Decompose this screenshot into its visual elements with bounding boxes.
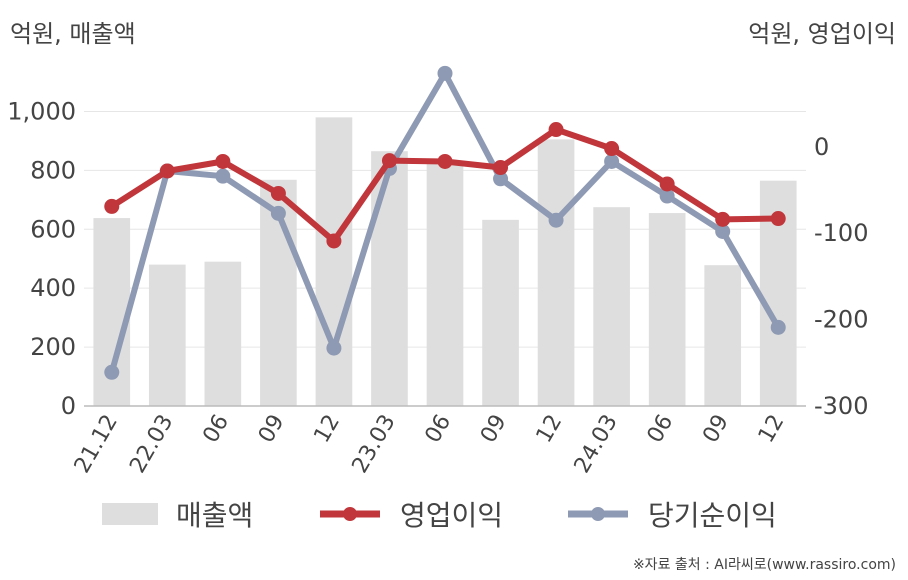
point-net	[215, 168, 231, 184]
point-operating	[159, 163, 175, 179]
legend-label-sales: 매출액	[176, 499, 254, 532]
bar-sales	[371, 151, 408, 406]
legend-label-operating: 영업이익	[400, 499, 504, 532]
x-tick-label: 12	[309, 411, 345, 448]
point-net	[770, 319, 786, 335]
legend-label-net: 당기순이익	[648, 499, 777, 532]
bar-sales	[482, 219, 519, 406]
legend-item-sales: 매출액	[102, 494, 253, 534]
point-operating	[437, 153, 453, 169]
point-net	[104, 364, 120, 380]
x-tick-label: 24.03	[570, 411, 623, 478]
bar-sales	[315, 117, 353, 406]
source-note: ※자료 출처 : AI라씨로(www.rassiro.com)	[632, 557, 896, 573]
left-tick-label: 1,000	[7, 97, 76, 125]
point-net	[604, 153, 620, 169]
bar-sales	[704, 265, 742, 406]
bar-sales	[204, 261, 242, 406]
x-tick-label: 12	[532, 411, 568, 448]
x-tick-label: 22.03	[125, 411, 178, 478]
bar-sales	[537, 139, 575, 406]
right-tick-label: -200	[814, 306, 868, 334]
point-operating	[770, 211, 786, 227]
right-axis-unit: 억원, 영업이익	[748, 20, 896, 48]
point-operating	[548, 122, 564, 138]
point-operating	[493, 160, 509, 176]
point-operating	[659, 176, 675, 192]
x-tick-label: 06	[198, 411, 234, 448]
left-tick-label: 400	[30, 274, 76, 302]
bar-sales	[148, 264, 186, 406]
legend-item-net: 당기순이익	[566, 494, 777, 534]
point-net	[437, 65, 453, 81]
combo-chart: 0 200 400 600 800 1,000 0 -100 -200 -300 21.12 22.0…	[7, 65, 868, 478]
x-tick-label: 12	[754, 411, 790, 448]
point-operating	[104, 198, 120, 214]
x-tick-label: 06	[421, 411, 457, 448]
x-tick-label: 09	[254, 411, 290, 448]
point-operating	[326, 233, 342, 249]
x-tick-label: 21.12	[70, 411, 123, 478]
point-operating	[604, 141, 620, 157]
left-tick-label: 0	[61, 392, 76, 420]
x-tick-label: 23.03	[348, 411, 401, 478]
legend-swatch-operating	[320, 507, 380, 521]
legend: 매출액 영업이익 당기순이익	[0, 494, 908, 534]
point-operating	[715, 211, 731, 227]
x-tick-label: 09	[698, 411, 734, 448]
point-net	[493, 171, 509, 187]
left-tick-label: 600	[30, 215, 76, 243]
point-operating	[270, 185, 286, 201]
bar-sales	[426, 161, 464, 406]
left-tick-label: 800	[30, 156, 76, 184]
legend-swatch-net	[568, 507, 628, 521]
point-net	[659, 188, 675, 204]
right-tick-label: -300	[814, 392, 868, 420]
point-operating	[381, 153, 397, 169]
legend-item-operating: 영업이익	[318, 494, 503, 534]
bar-sales	[648, 213, 686, 406]
x-tick-label: 09	[476, 411, 512, 448]
right-tick-label: -100	[814, 219, 868, 247]
right-tick-label: 0	[814, 133, 829, 161]
point-operating	[215, 153, 231, 169]
legend-swatch-sales	[102, 503, 158, 525]
left-axis-unit: 억원, 매출액	[10, 20, 136, 48]
x-tick-label: 06	[643, 411, 679, 448]
left-tick-label: 200	[30, 333, 76, 361]
point-net	[326, 340, 342, 356]
bar-sales	[593, 207, 630, 406]
point-net	[715, 223, 731, 239]
point-net	[548, 212, 564, 228]
point-net	[270, 205, 286, 221]
